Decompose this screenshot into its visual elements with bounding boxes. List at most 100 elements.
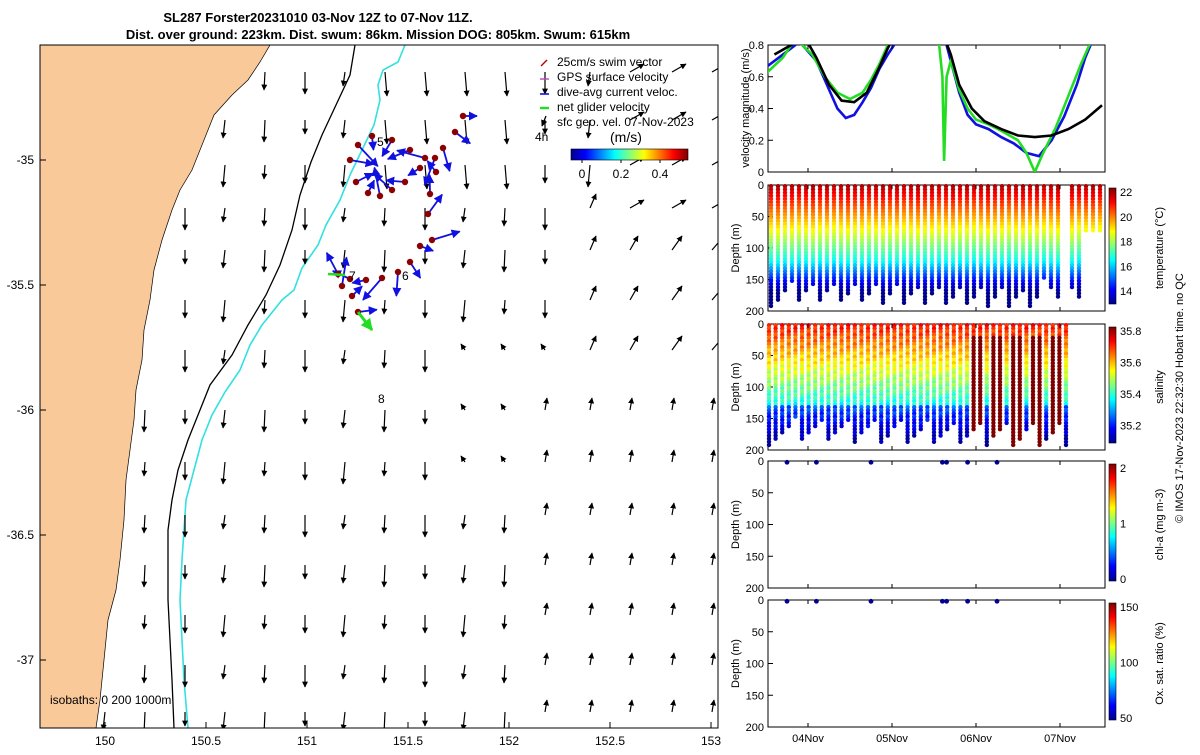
geo-velocity-arrow [504,665,505,683]
colorbar-tick: 16 [1120,261,1132,273]
copyright-note: © IMOS 17-Nov-2023 22:32:30 Hobart time.… [1174,273,1186,523]
geo-velocity-arrow [264,410,265,432]
geo-velocity-arrow [590,286,596,300]
geo-velocity-arrow [672,286,682,300]
salinity-sample [820,418,824,422]
geo-velocity-arrow [712,112,726,120]
geo-velocity-arrow [264,615,265,629]
geo-velocity-arrow [712,157,726,165]
gps-fix [389,187,395,193]
salinity-sample [787,424,791,428]
isobath-1000m [180,45,405,728]
geo-velocity-arrow [343,350,345,364]
geo-velocity-arrow [672,336,682,350]
temperature-sample [769,304,773,308]
salinity-sample [793,414,797,418]
geo-velocity-arrow [144,462,145,476]
sample-point [785,599,790,604]
depth-tick: 150 [746,275,764,287]
depth-tick: 200 [746,722,764,734]
temperature-sample [881,301,885,305]
geo-velocity-arrow [504,300,505,314]
geo-velocity-arrow [223,665,225,679]
temperature-sample [937,285,941,289]
depth-tick: 50 [752,212,764,224]
gps-fix [440,145,446,151]
salinity-sample [773,436,777,440]
colorbar-tick: 2 [1120,463,1126,475]
colorbar-title: (m/s) [610,129,642,145]
temperature-sample [874,282,878,286]
gps-fix [389,137,395,143]
geo-velocity-arrow [590,194,596,208]
geo-velocity-arrow [343,665,345,679]
colorbar-tick: 35.8 [1120,326,1141,338]
depth-tick: 50 [752,488,764,500]
geo-velocity-arrow [590,603,592,615]
depth-tick: 100 [746,243,764,255]
gps-fix [379,275,385,281]
geo-velocity-arrow [504,515,505,533]
geo-velocity-arrow [672,603,674,615]
dive-avg-arrow [327,253,338,274]
map-x-tick: 151 [297,734,317,748]
temperature-sample [839,297,843,301]
geo-velocity-arrow [712,553,714,565]
geo-velocity-arrow [672,200,686,208]
gps-fix [429,237,435,243]
geo-velocity-arrow [630,503,632,515]
geo-velocity-arrow [672,450,674,462]
map-x-tick: 153 [701,734,721,748]
salinity-sample [965,433,969,437]
salinity-sample [1031,421,1035,425]
sample-point [814,460,819,465]
salinity-sample [1011,443,1015,447]
sample-point [940,460,945,465]
geo-velocity-arrow [463,615,465,637]
salinity-sample [1057,421,1061,425]
geo-velocity-arrow [672,653,674,665]
velocity-ylabel: velocity magnitude (m/s) [740,48,752,167]
colorbar-tick: 35.6 [1120,358,1141,370]
geo-velocity-arrow [223,350,225,364]
temperature-sample [1070,285,1074,289]
panel-colorbar [1109,464,1116,581]
geo-velocity-arrow [630,286,638,300]
geo-velocity-arrow [384,462,385,476]
geo-velocity-arrow [385,72,387,96]
temperature-sample [972,294,976,298]
depth-tick: 50 [752,627,764,639]
colorbar-tick: 14 [1120,286,1132,298]
sample-point [944,460,949,465]
temperature-sample [790,279,794,283]
geo-velocity-arrow [501,404,505,410]
depth-panel-frame [768,461,1105,588]
temperature-sample [867,291,871,295]
salinity-sample [846,418,850,422]
map-title-line2: Dist. over ground: 223km. Dist. swum: 86… [126,27,630,42]
depth-tick: 150 [746,690,764,702]
sample-point [995,460,1000,465]
geo-velocity-arrow [343,615,345,637]
temperature-sample [1021,288,1025,292]
geo-velocity-arrow [264,665,265,683]
depth-ylabel: Depth (m) [730,500,742,549]
salinity-sample [1051,430,1055,434]
gps-fix [460,113,466,119]
geo-velocity-arrow [590,450,592,462]
geo-velocity-arrow [343,410,345,428]
swim-vector-legend-icon [541,60,547,66]
gps-fix [407,147,413,153]
salinity-sample [767,443,771,447]
salinity-sample [839,424,843,428]
map-x-tick: 152.5 [595,734,625,748]
geo-velocity-arrow [505,165,507,189]
geo-velocity-arrow [504,250,505,272]
sample-point [814,599,819,604]
date-tick: 07Nov [1044,733,1076,745]
depth-tick: 0 [758,456,764,468]
geo-velocity-arrow [144,515,145,533]
geo-velocity-arrow [672,700,674,712]
geo-velocity-arrow [590,653,592,665]
